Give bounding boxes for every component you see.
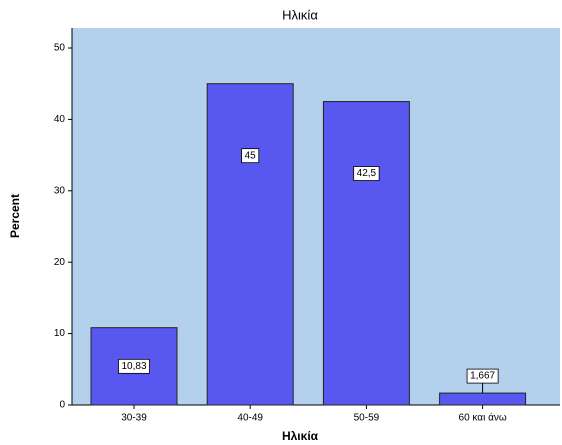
value-label: 1,667 [470,371,495,382]
y-tick-label: 30 [54,185,66,196]
value-label: 10,83 [121,361,146,372]
chart-title: Ηλικία [282,7,318,22]
x-tick-label: 60 και άνω [459,412,507,424]
value-label: 45 [245,150,257,161]
y-tick-label: 20 [54,257,66,268]
value-label-box [241,148,260,164]
value-label-box [118,358,150,374]
x-tick-label: 40-49 [237,413,263,424]
x-axis-title: Ηλικία [282,429,319,443]
value-label-box [353,166,380,181]
bar [322,101,410,406]
value-label: 42,5 [357,168,377,179]
bar [439,392,527,406]
x-tick-label: 30-39 [121,413,147,424]
y-tick-label: 10 [54,328,66,339]
bar [206,83,294,406]
value-label-box [466,368,499,384]
y-axis-title: Percent [8,194,22,238]
y-tick-label: 0 [59,400,65,411]
y-tick-label: 40 [54,114,66,125]
x-tick-label: 50-59 [354,413,380,424]
y-tick-label: 50 [54,43,66,54]
